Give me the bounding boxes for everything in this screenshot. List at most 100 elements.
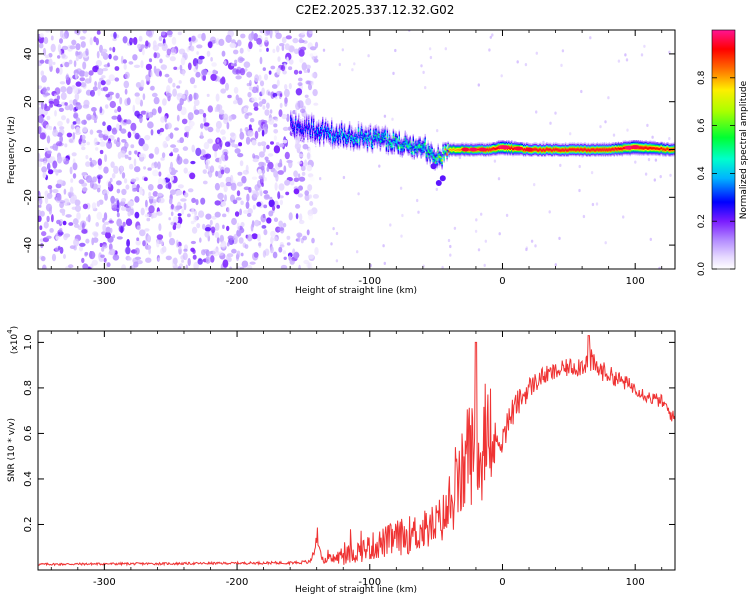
noise-speckle xyxy=(261,182,264,187)
noise-speckle xyxy=(143,166,147,170)
ridge-cell xyxy=(523,148,525,150)
noise-speckle xyxy=(210,73,217,82)
noise-speckle xyxy=(63,254,66,259)
noise-speckle xyxy=(128,150,132,156)
ridge-cell xyxy=(460,144,462,146)
noise-speckle xyxy=(168,237,176,246)
ridge-cell xyxy=(424,142,426,144)
ridge-cell xyxy=(413,157,415,159)
noise-speckle xyxy=(297,100,304,109)
ridge-cell xyxy=(469,147,471,149)
ridge-cell xyxy=(407,153,409,155)
noise-speckle xyxy=(246,193,250,202)
ridge-cell xyxy=(298,114,300,117)
ridge-cell xyxy=(333,136,336,138)
ridge-cell xyxy=(425,149,427,151)
ridge-cell xyxy=(431,154,433,157)
noise-speckle xyxy=(235,253,240,262)
noise-speckle xyxy=(177,266,182,269)
ridge-cell xyxy=(320,126,322,129)
ridge-cell xyxy=(392,138,395,140)
ridge-cell xyxy=(346,132,349,134)
ridge-cell xyxy=(409,149,411,152)
ridge-cell xyxy=(370,145,373,147)
ridge-cell xyxy=(372,133,375,136)
ridge-cell xyxy=(448,149,450,151)
noise-speckle xyxy=(145,199,148,208)
ridge-cell xyxy=(297,136,299,138)
noise-speckle xyxy=(88,70,94,76)
ridge-cell xyxy=(422,149,424,151)
ridge-cell xyxy=(480,151,482,153)
ridge-cell xyxy=(419,143,421,145)
noise-speckle xyxy=(198,109,204,115)
ridge-cell xyxy=(496,144,498,147)
noise-speckle xyxy=(121,172,126,179)
noise-speckle xyxy=(259,124,263,131)
ridge-cell xyxy=(404,143,406,146)
ridge-cell xyxy=(331,148,334,150)
ridge-cell xyxy=(322,122,324,125)
ridge-cell xyxy=(315,137,317,139)
ridge-cell xyxy=(396,137,398,139)
ridge-cell xyxy=(449,152,451,154)
ridge-cell xyxy=(515,144,517,147)
ridge-cell xyxy=(317,135,319,138)
ridge-cell xyxy=(431,158,433,160)
ridge-cell xyxy=(364,142,367,144)
ridge-cell xyxy=(335,135,338,137)
noise-speckle xyxy=(283,165,287,173)
ridge-cell xyxy=(366,143,369,145)
ridge-cell xyxy=(510,152,512,154)
ridge-cell xyxy=(354,134,357,136)
ridge-cell xyxy=(513,149,515,152)
noise-speckle xyxy=(332,227,335,231)
ridge-cell xyxy=(457,153,459,156)
noise-speckle xyxy=(182,252,188,261)
ridge-cell xyxy=(432,158,434,160)
ridge-cell xyxy=(316,140,318,142)
ridge-cell xyxy=(415,155,417,157)
noise-speckle xyxy=(220,169,225,175)
ridge-cell xyxy=(292,121,294,124)
ridge-cell xyxy=(464,153,466,155)
ridge-cell xyxy=(428,157,430,160)
ridge-cell xyxy=(445,154,447,156)
noise-speckle xyxy=(263,145,266,153)
ridge-cell xyxy=(334,129,337,131)
ridge-cell xyxy=(318,126,320,129)
ridge-cell xyxy=(377,130,380,132)
noise-speckle xyxy=(338,62,341,67)
ridge-cell xyxy=(507,142,509,145)
noise-speckle xyxy=(243,209,249,214)
ridge-cell xyxy=(299,126,301,128)
ridge-cell xyxy=(337,129,340,131)
ridge-cell xyxy=(436,166,438,168)
ridge-cell xyxy=(383,130,386,132)
ridge-cell xyxy=(370,143,373,145)
noise-speckle xyxy=(668,50,671,54)
noise-speckle xyxy=(91,107,97,112)
noise-speckle xyxy=(127,200,134,207)
noise-speckle xyxy=(165,255,172,261)
ridge-cell xyxy=(327,136,329,138)
ridge-cell xyxy=(332,137,335,139)
ridge-cell xyxy=(294,122,296,125)
ridge-cell xyxy=(500,149,502,152)
ridge-cell xyxy=(356,139,359,141)
ridge-cell xyxy=(346,138,349,140)
ridge-cell xyxy=(386,135,389,137)
ridge-cell xyxy=(475,153,477,156)
ridge-cell xyxy=(381,133,384,135)
ridge-cell xyxy=(369,138,372,140)
ridge-cell xyxy=(364,135,367,137)
noise-speckle xyxy=(444,47,447,51)
ridge-cell xyxy=(453,148,455,150)
ridge-cell xyxy=(346,141,349,144)
noise-speckle xyxy=(106,140,113,149)
ridge-cell xyxy=(294,120,296,122)
ridge-cell xyxy=(512,146,514,148)
ridge-cell xyxy=(328,137,330,139)
ridge-cell xyxy=(406,137,408,139)
noise-speckle xyxy=(176,85,181,89)
